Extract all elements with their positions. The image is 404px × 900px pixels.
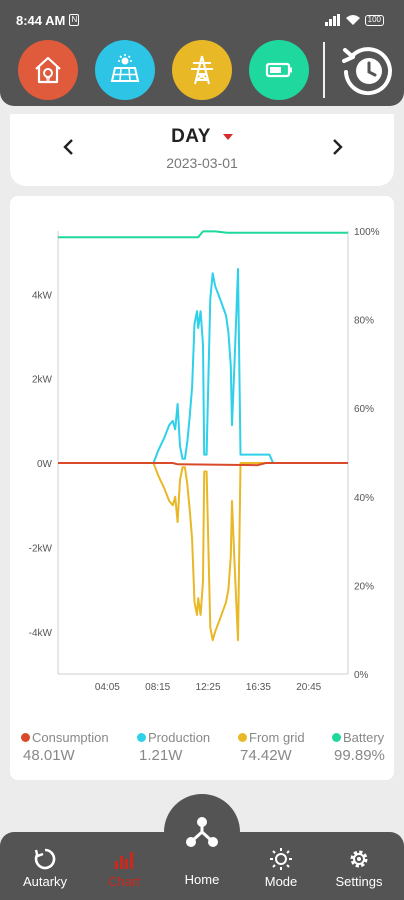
y-left-tick-label: 4kW: [32, 290, 53, 301]
chevron-right-icon: [333, 139, 343, 155]
power-grid-button[interactable]: [172, 40, 232, 100]
x-tick-label: 16:35: [246, 682, 271, 693]
previous-period-button[interactable]: [54, 132, 84, 162]
nav-chart[interactable]: Chart: [89, 846, 159, 889]
y-right-tick-label: 80%: [354, 316, 374, 327]
period-label: DAY: [171, 126, 211, 147]
y-left-tick-label: 2kW: [32, 375, 53, 386]
y-left-tick-label: -4kW: [29, 628, 53, 639]
nav-autarky[interactable]: Autarky: [10, 846, 80, 889]
nav-label: Settings: [335, 874, 383, 889]
y-right-tick-label: 100%: [354, 227, 380, 238]
notification-icon: N: [69, 14, 80, 26]
home-network-icon: [186, 817, 218, 847]
house-icon: [35, 56, 61, 84]
series-line-consumption: [58, 462, 348, 467]
period-dropdown[interactable]: DAY: [10, 126, 394, 148]
wifi-icon: [345, 15, 360, 25]
history-button[interactable]: [336, 38, 398, 100]
battery-button[interactable]: [249, 40, 309, 100]
energy-chart[interactable]: 4kW 2kW 0W -2kW -4kW 100% 80% 60% 40% 20% 0% 04:05 0…: [10, 196, 394, 726]
nav-label: Mode: [264, 874, 298, 889]
solar-panel-button[interactable]: [95, 40, 155, 100]
period-date: 2023-03-01: [166, 155, 238, 171]
legend-dot: [238, 733, 247, 742]
y-right-tick-label: 20%: [354, 581, 374, 592]
legend-value: 74.42W: [240, 747, 292, 764]
x-tick-label: 12:25: [196, 682, 221, 693]
next-period-button[interactable]: [322, 132, 352, 162]
legend-label: Production: [148, 730, 211, 745]
legend-production[interactable]: Production 1.21W: [137, 730, 210, 764]
battery-status-icon: 100: [364, 14, 384, 26]
top-divider: [323, 42, 325, 98]
power-tower-icon: [191, 55, 213, 85]
legend-label: Battery: [343, 730, 385, 745]
top-bar: 8:44 AM N 100: [0, 0, 404, 106]
nav-label: Autarky: [22, 874, 68, 889]
signal-icon: [324, 14, 340, 26]
legend-from-grid[interactable]: From grid 74.42W: [238, 730, 305, 764]
x-tick-label: 04:05: [95, 682, 120, 693]
nav-settings[interactable]: Settings: [324, 846, 394, 889]
chart-card: 4kW 2kW 0W -2kW -4kW 100% 80% 60% 40% 20% 0% 04:05 0…: [10, 196, 394, 780]
legend-dot: [332, 733, 341, 742]
x-tick-label: 08:15: [145, 682, 170, 693]
legend-label: Consumption: [32, 730, 109, 745]
battery-icon: [265, 62, 292, 78]
legend-value: 99.89%: [334, 747, 385, 764]
nav-home-button[interactable]: [164, 794, 240, 870]
legend-value: 48.01W: [23, 747, 75, 764]
series-line-battery: [58, 230, 348, 239]
series-line-production: [58, 268, 348, 464]
y-left-tick-label: -2kW: [29, 543, 53, 554]
status-bar: 8:44 AM N 100: [16, 10, 384, 30]
status-time: 8:44 AM: [16, 12, 66, 28]
gear-icon: [350, 850, 368, 868]
series-line-from-grid: [58, 462, 348, 642]
chevron-left-icon: [63, 139, 73, 155]
y-right-tick-label: 40%: [354, 493, 374, 504]
history-clock-icon: [342, 47, 392, 96]
home-energy-button[interactable]: [18, 40, 78, 100]
legend-value: 1.21W: [139, 747, 183, 764]
nav-mode[interactable]: Mode: [246, 846, 316, 889]
mode-sun-icon: [270, 848, 292, 870]
x-tick-label: 20:45: [296, 682, 321, 693]
legend-battery[interactable]: Battery 99.89%: [332, 730, 385, 764]
legend-dot: [21, 733, 30, 742]
bar-chart-icon: [115, 852, 133, 869]
caret-down-icon: [222, 133, 233, 140]
chart-legend: Consumption 48.01W Production 1.21W From…: [10, 730, 394, 770]
solar-panel-icon: [110, 54, 140, 82]
y-left-tick-label: 0W: [37, 459, 53, 470]
legend-dot: [137, 733, 146, 742]
period-selector-card: DAY 2023-03-01: [10, 114, 394, 186]
y-right-tick-label: 0%: [354, 670, 369, 681]
nav-label: Chart: [108, 874, 140, 889]
nav-home-label: Home: [184, 872, 220, 887]
legend-consumption[interactable]: Consumption 48.01W: [21, 730, 109, 764]
legend-label: From grid: [249, 730, 305, 745]
autarky-icon: [34, 848, 56, 870]
y-right-tick-label: 60%: [354, 404, 374, 415]
